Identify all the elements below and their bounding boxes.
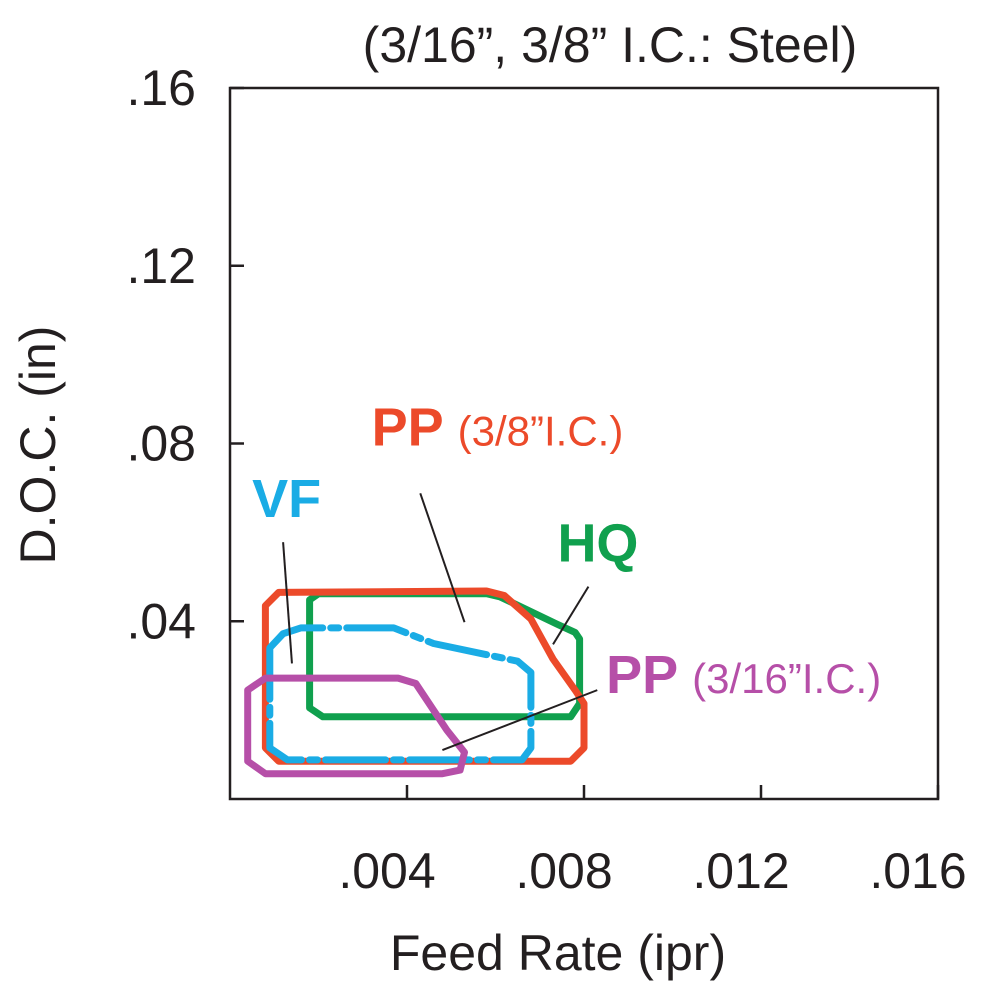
region-label: PP (3/16”I.C.) (606, 645, 881, 705)
region-label-suffix: (3/16”I.C.) (692, 655, 881, 702)
region-label-name: HQ (557, 513, 638, 573)
region-outline-pp-3-16-i-c (244, 674, 468, 778)
region-label-name: VF (252, 469, 321, 529)
y-tick-label: .12 (126, 238, 196, 294)
region-outline-vf (266, 624, 535, 764)
y-tick-label: .08 (126, 416, 196, 472)
region-label-suffix: (3/8”I.C.) (458, 408, 624, 455)
label-pointer-line (419, 492, 466, 623)
x-tick-label: .012 (692, 843, 789, 899)
y-tick-label: .16 (126, 60, 196, 116)
region-label: VF (252, 469, 321, 529)
chart-title: (3/16”, 3/8” I.C.: Steel) (363, 17, 858, 73)
region-label-name: PP (372, 398, 444, 458)
region-outline-hq (306, 590, 584, 721)
x-axis-label: Feed Rate (ipr) (390, 925, 726, 981)
y-tick-label: .04 (126, 593, 196, 649)
label-pointers (282, 492, 598, 752)
region-labels: HQ PP (3/8”I.C.) VF PP (3/16”I.C.) (252, 398, 881, 706)
region-label-name: PP (606, 645, 678, 705)
x-axis: .004 .008 .012 .016 (338, 785, 967, 899)
y-axis: .04 .08 .12 .16 (126, 60, 244, 649)
region-label: HQ (557, 513, 638, 573)
plot-area: HQ PP (3/8”I.C.) VF PP (3/16”I.C.) (228, 86, 940, 801)
y-axis-label: D.O.C. (in) (10, 326, 66, 565)
x-tick-label: .004 (338, 843, 435, 899)
x-tick-label: .016 (869, 843, 966, 899)
x-tick-label: .008 (515, 843, 612, 899)
region-outline-pp-3-8-i-c (261, 587, 588, 765)
region-label: PP (3/8”I.C.) (372, 398, 624, 458)
region-outlines (244, 587, 588, 778)
label-pointer-line (442, 689, 598, 752)
label-pointer-line (282, 542, 293, 664)
label-pointer-line (552, 586, 590, 645)
